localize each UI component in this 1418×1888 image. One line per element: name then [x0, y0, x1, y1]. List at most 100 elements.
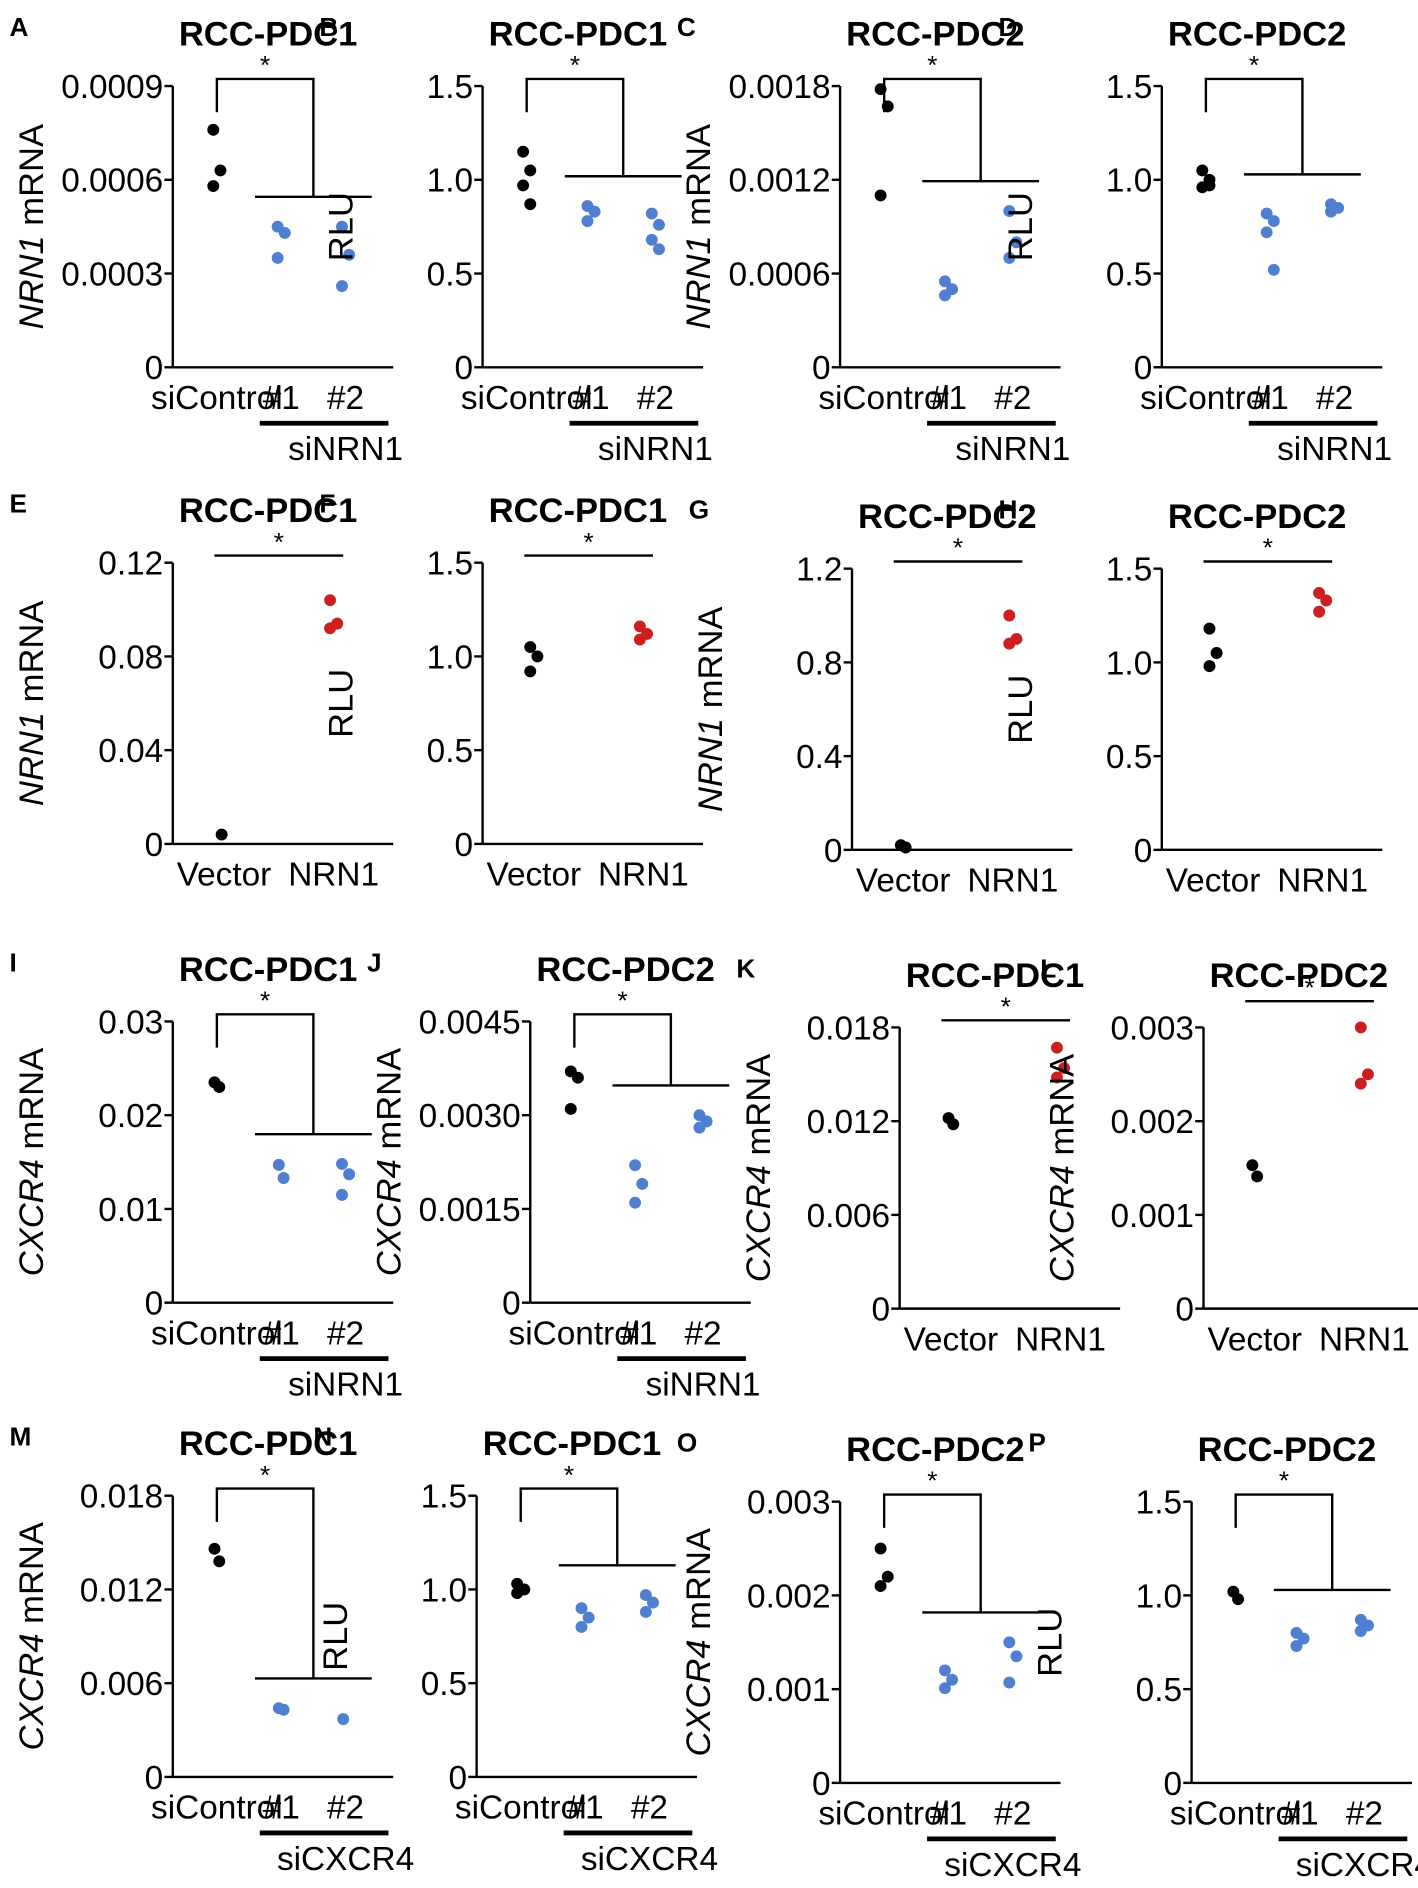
y-tick-label: 1.5: [427, 69, 473, 106]
y-axis-label-unit: mRNA: [13, 1522, 51, 1624]
data-point: [1354, 1077, 1367, 1090]
x-tick-label: Vector: [904, 1321, 999, 1358]
y-axis-label-gene: CXCR4: [740, 1165, 778, 1282]
data-point: [524, 641, 537, 654]
x-tick-label: NRN1: [1015, 1321, 1106, 1358]
y-tick-label: 0.0006: [61, 163, 163, 200]
y-axis-label-unit: mRNA: [13, 124, 51, 226]
x-tick-label: siControl: [151, 380, 283, 417]
x-tick-label: siControl: [1170, 1796, 1302, 1833]
panel: H RCC-PDC2 RLU 0 0.5 1.0 1.5 Vector NRN1 *: [999, 495, 1383, 900]
group-label: siCXCR4: [944, 1847, 1081, 1884]
y-tick-label: 1.0: [427, 163, 473, 200]
group-label: siNRN1: [288, 1367, 403, 1404]
data-point: [1050, 1041, 1063, 1054]
y-tick-label: 0: [812, 1766, 831, 1803]
data-point: [1267, 215, 1280, 227]
data-point: [511, 1587, 524, 1600]
y-axis-label: CXCR4 mRNA: [13, 1522, 51, 1750]
y-tick-label: 1.0: [1136, 1578, 1182, 1615]
y-tick-label: 0: [872, 1292, 891, 1329]
data-point: [588, 205, 601, 218]
significance-star: *: [584, 527, 594, 557]
x-tick-label: #2: [994, 380, 1031, 417]
x-tick-label: #1: [930, 1796, 967, 1833]
panel: E RCC-PDC1 NRN1 mRNA 0 0.04 0.08 0.12 Vector NRN…: [10, 489, 394, 894]
data-point: [1260, 226, 1273, 239]
significance-bracket: [519, 1487, 619, 1566]
panel: K RCC-PDC1 CXCR4 mRNA 0 0.006 0.012 0.018 Vecto…: [736, 953, 1121, 1358]
significance-star: *: [564, 1460, 574, 1490]
significance-star: *: [953, 533, 963, 563]
y-tick-label: 0.0045: [419, 1004, 521, 1041]
y-tick-label: 0.006: [80, 1666, 163, 1703]
data-point: [343, 248, 356, 261]
data-point: [1003, 609, 1016, 622]
data-point: [1003, 637, 1016, 650]
y-tick-label: 0.02: [98, 1098, 163, 1135]
x-tick-label: #2: [327, 1315, 364, 1352]
x-tick-label: #2: [327, 1790, 364, 1827]
data-point: [633, 633, 646, 646]
x-tick-label: #2: [327, 380, 364, 417]
y-axis-label: CXCR4 mRNA: [13, 1048, 51, 1276]
y-tick-label: 1.5: [1106, 552, 1152, 589]
data-point: [343, 1168, 356, 1181]
x-tick-label: Vector: [1207, 1321, 1302, 1358]
panel-title: RCC-PDC1: [483, 1425, 662, 1463]
x-tick-label: #1: [567, 1790, 604, 1827]
panel-letter: N: [313, 1422, 332, 1452]
y-tick-label: 0: [145, 1286, 164, 1323]
data-point: [1297, 1632, 1310, 1645]
group-label: siCXCR4: [1296, 1847, 1418, 1884]
data-point: [207, 123, 220, 136]
data-point: [1290, 1640, 1303, 1652]
data-point: [639, 1589, 652, 1602]
data-point: [1251, 1170, 1264, 1183]
data-point: [1003, 205, 1016, 217]
panel: I RCC-PDC1 CXCR4 mRNA 0 0.01 0.02 0.03 siContro…: [10, 947, 403, 1403]
y-tick-label: 0: [824, 833, 843, 870]
data-point: [633, 620, 646, 633]
y-tick-label: 0: [145, 827, 164, 864]
y-tick-label: 0.0003: [61, 256, 163, 293]
y-axis-label: NRN1 mRNA: [680, 124, 718, 329]
y-axis-label-gene: NRN1: [13, 235, 51, 329]
y-tick-label: 1.0: [1106, 163, 1152, 200]
y-axis-label-gene: NRN1: [680, 235, 718, 329]
y-tick-label: 1.5: [1106, 69, 1152, 106]
panel-title: RCC-PDC1: [489, 16, 668, 54]
y-axis-label: NRN1 mRNA: [13, 124, 51, 329]
panel-letter: A: [10, 12, 29, 42]
panel-letter: H: [999, 495, 1018, 525]
data-point: [1313, 605, 1326, 618]
y-tick-label: 1.0: [427, 639, 473, 676]
data-point: [946, 1673, 959, 1686]
panel-title: RCC-PDC2: [846, 16, 1025, 54]
data-point: [531, 650, 544, 663]
x-tick-label: #1: [930, 380, 967, 417]
panel: C RCC-PDC2 NRN1 mRNA 0 0.0006 0.0012 0.0018 siC…: [677, 12, 1070, 468]
x-tick-label: NRN1: [598, 857, 689, 894]
x-tick-label: siControl: [818, 380, 950, 417]
data-point: [1354, 1021, 1367, 1034]
significance-star: *: [1279, 1466, 1289, 1496]
x-tick-label: siControl: [151, 1790, 283, 1827]
y-tick-label: 0.5: [427, 256, 473, 293]
y-axis-label-unit: mRNA: [680, 1528, 718, 1630]
y-tick-label: 0.003: [1110, 1010, 1193, 1047]
data-point: [517, 179, 530, 192]
significance-star: *: [260, 50, 270, 80]
data-point: [938, 289, 951, 302]
panel: N RCC-PDC1 RLU 0 0.5 1.0 1.5 siControl#1 #2 siCXC…: [313, 1422, 718, 1878]
significance-star: *: [570, 50, 580, 80]
significance-bracket: [525, 77, 625, 177]
data-point: [564, 1102, 577, 1115]
data-point: [629, 1159, 642, 1172]
panel-letter: E: [10, 489, 27, 519]
panel: A RCC-PDC1 NRN1 mRNA 0 0.0003 0.0006 0.0009 siC…: [10, 12, 403, 468]
y-axis-label-unit: RLU: [1002, 675, 1040, 744]
x-tick-label: #1: [620, 1315, 657, 1352]
panel: L RCC-PDC2 CXCR4 mRNA 0 0.001 0.002 0.003 Vecto…: [1040, 953, 1418, 1358]
significance-star: *: [274, 527, 284, 557]
